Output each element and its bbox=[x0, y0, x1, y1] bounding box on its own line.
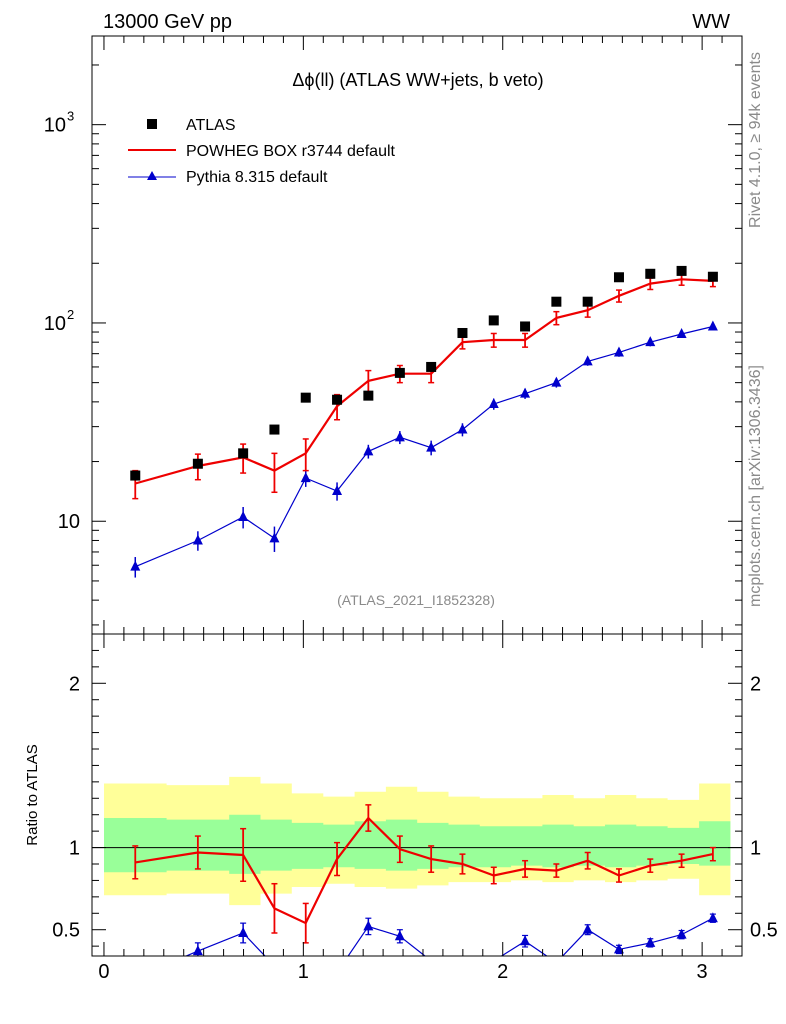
header-energy-label: 13000 GeV pp bbox=[103, 11, 232, 33]
atlas-point bbox=[457, 327, 468, 338]
main-y-tick-label-exponent: 3 bbox=[67, 109, 74, 124]
pythia-point bbox=[426, 441, 437, 452]
x-tick-label: 2 bbox=[497, 961, 508, 983]
atlas-point bbox=[613, 272, 624, 283]
atlas-point bbox=[332, 394, 343, 405]
atlas-point bbox=[269, 424, 280, 435]
legend-pythia-marker bbox=[147, 171, 157, 180]
legend-atlas-marker bbox=[147, 119, 157, 129]
ratio-y-tick-label-right: 0.5 bbox=[750, 920, 778, 942]
main-y-tick-label-exponent: 2 bbox=[67, 307, 74, 322]
pythia-ratio-group bbox=[184, 912, 718, 956]
atlas-point bbox=[520, 321, 531, 332]
header-process-label: WW bbox=[692, 11, 730, 33]
pythia-point bbox=[238, 511, 249, 522]
atlas-point bbox=[582, 296, 593, 307]
pythia-point bbox=[457, 423, 468, 434]
main-x-axis bbox=[103, 36, 723, 634]
pythia-point bbox=[394, 431, 405, 442]
pythia-point bbox=[582, 355, 593, 366]
atlas-point bbox=[394, 367, 405, 378]
pythia-point bbox=[130, 560, 141, 571]
main-plot-content bbox=[130, 265, 718, 578]
pythia-ratio-point bbox=[613, 943, 624, 954]
atlas-point bbox=[238, 448, 249, 459]
pythia-ratio-point bbox=[645, 936, 656, 947]
pythia-point bbox=[192, 534, 203, 545]
pythia-point bbox=[300, 472, 311, 483]
atlas-point bbox=[551, 296, 562, 307]
pythia-point bbox=[551, 376, 562, 387]
atlas-point bbox=[426, 361, 437, 372]
powheg-ratio-line bbox=[135, 816, 714, 925]
pythia-point bbox=[707, 320, 718, 331]
pythia-point bbox=[676, 327, 687, 338]
ratio-y-tick-label-right: 2 bbox=[750, 673, 761, 695]
pythia-ratio-line bbox=[184, 917, 714, 956]
analysis-id-label: (ATLAS_2021_I1852328) bbox=[337, 592, 495, 608]
ratio-y-tick-label-left: 1 bbox=[69, 838, 80, 860]
atlas-point bbox=[192, 458, 203, 469]
ratio-y-axis: 0.5 0.5 1 1 2 2 bbox=[52, 649, 778, 947]
powheg-line bbox=[135, 278, 713, 485]
pythia-point bbox=[613, 346, 624, 357]
pythia-ratio-point bbox=[707, 912, 718, 923]
chart-title: Δϕ(ll) (ATLAS WW+jets, b veto) bbox=[292, 70, 543, 90]
ratio-plot: 0.5 0.5 1 1 2 2 0 1 2 3 Ratio to ATLAS bbox=[24, 633, 778, 983]
ratio-x-axis: 0 1 2 3 bbox=[98, 634, 723, 983]
ratio-y-tick-label-left: 0.5 bbox=[52, 920, 80, 942]
pythia-line bbox=[135, 325, 714, 568]
atlas-point bbox=[300, 392, 311, 403]
x-tick-label: 0 bbox=[98, 961, 109, 983]
main-y-tick-label: 10 bbox=[58, 511, 80, 533]
pythia-point bbox=[269, 532, 280, 543]
main-y-tick-label: 10 bbox=[44, 115, 66, 137]
pythia-ratio-point bbox=[676, 928, 687, 939]
mcplots-label: mcplots.cern.ch [arXiv:1306.3436] bbox=[747, 365, 764, 607]
ratio-y-tick-label-left: 2 bbox=[69, 673, 80, 695]
pythia-point bbox=[363, 445, 374, 456]
pythia-point bbox=[645, 336, 656, 347]
pythia-ratio-point bbox=[192, 945, 203, 956]
legend: ATLAS POWHEG BOX r3744 default Pythia 8.… bbox=[128, 117, 396, 186]
ratio-y-label: Ratio to ATLAS bbox=[24, 744, 41, 845]
pythia-point bbox=[520, 387, 531, 398]
pythia-point bbox=[332, 485, 343, 496]
x-tick-label: 3 bbox=[697, 961, 708, 983]
legend-powheg-label: POWHEG BOX r3744 default bbox=[186, 143, 396, 160]
pythia-ratio-point bbox=[394, 930, 405, 941]
atlas-point bbox=[363, 390, 374, 401]
legend-pythia-label: Pythia 8.315 default bbox=[186, 169, 328, 186]
atlas-point bbox=[488, 315, 499, 326]
rivet-version-label: Rivet 4.1.0, ≥ 94k events bbox=[747, 52, 764, 228]
main-y-tick-label: 10 bbox=[44, 313, 66, 335]
legend-atlas-label: ATLAS bbox=[186, 117, 236, 134]
ratio-plot-content bbox=[92, 776, 742, 956]
atlas-point bbox=[676, 265, 687, 276]
pythia-ratio-point bbox=[582, 923, 593, 934]
pythia-ratio-point bbox=[238, 927, 249, 937]
atlas-point bbox=[707, 271, 718, 282]
atlas-point bbox=[645, 268, 656, 279]
ratio-plot-frame bbox=[91, 633, 743, 957]
ratio-y-tick-label-right: 1 bbox=[750, 838, 761, 860]
pythia-ratio-point bbox=[520, 935, 531, 946]
x-tick-label: 1 bbox=[298, 961, 309, 983]
atlas-point bbox=[130, 470, 141, 481]
uncertainty-band-green bbox=[104, 814, 731, 874]
pythia-ratio-point bbox=[363, 920, 374, 931]
pythia-point bbox=[488, 398, 499, 409]
